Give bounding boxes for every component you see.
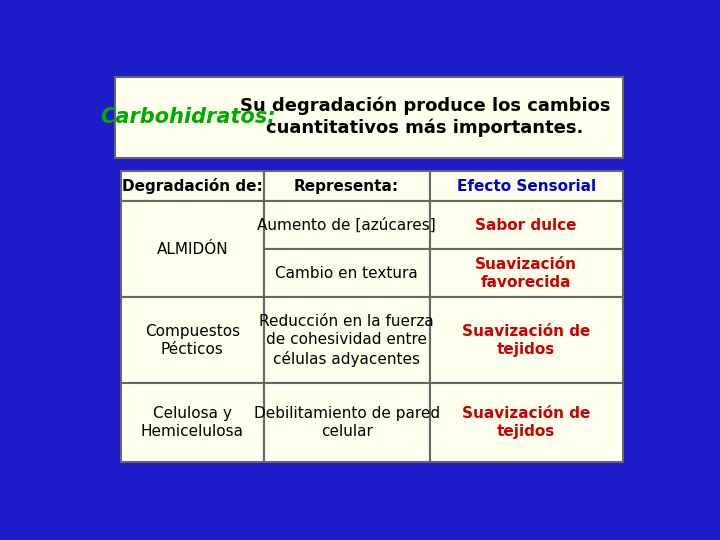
Text: Su degradación produce los cambios
cuantitativos más importantes.: Su degradación produce los cambios cuant…	[240, 97, 610, 137]
Text: Reducción en la fuerza
de cohesividad entre
células adyacentes: Reducción en la fuerza de cohesividad en…	[259, 314, 434, 367]
Bar	[121, 201, 264, 298]
Bar	[121, 383, 264, 462]
Text: Debilitamiento de pared
celular: Debilitamiento de pared celular	[253, 406, 440, 440]
Text: Carbohidratos:: Carbohidratos:	[100, 107, 276, 127]
Bar	[430, 249, 623, 298]
Text: Representa:: Representa:	[294, 179, 400, 194]
Bar	[121, 298, 264, 383]
Text: Celulosa y
Hemicelulosa: Celulosa y Hemicelulosa	[140, 406, 244, 440]
Bar	[430, 298, 623, 383]
Text: Efecto Sensorial: Efecto Sensorial	[456, 179, 595, 194]
Text: ALMIDÓN: ALMIDÓN	[156, 242, 228, 257]
Bar	[264, 201, 430, 249]
Text: Sabor dulce: Sabor dulce	[475, 218, 577, 233]
Bar	[264, 383, 430, 462]
Bar	[430, 201, 623, 249]
Bar	[264, 249, 430, 298]
Text: Compuestos
Pécticos: Compuestos Pécticos	[145, 323, 240, 357]
Bar	[121, 171, 264, 201]
Text: Suavización
favorecida: Suavización favorecida	[475, 256, 577, 290]
Text: Aumento de [azúcares]: Aumento de [azúcares]	[257, 218, 436, 233]
Text: Suavización de
tejidos: Suavización de tejidos	[462, 406, 590, 440]
Bar	[430, 383, 623, 462]
Bar	[264, 171, 430, 201]
Text: Suavización de
tejidos: Suavización de tejidos	[462, 323, 590, 357]
Bar	[264, 298, 430, 383]
Bar	[115, 77, 623, 158]
Bar	[430, 171, 623, 201]
Text: Cambio en textura: Cambio en textura	[275, 266, 418, 281]
Text: Degradación de:: Degradación de:	[122, 178, 263, 194]
